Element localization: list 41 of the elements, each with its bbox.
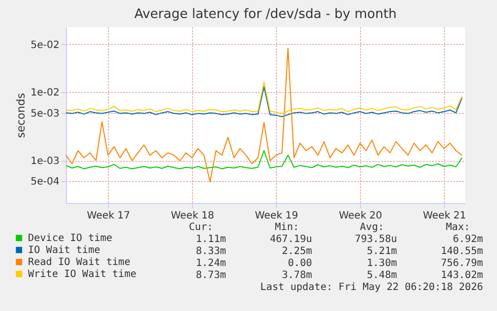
y-axis-title: seconds [14,92,28,138]
text: 143.02m [440,270,483,282]
text: 6.92m [452,234,483,246]
y-tick-label: 5e-02 [30,40,60,51]
line-series [66,82,462,114]
y-tick-label: 1e-02 [30,88,60,99]
x-tick-label: Week 19 [254,210,298,222]
x-tick-label: Week 18 [170,210,214,222]
y-tick-label: 5e-03 [30,108,60,120]
text: 8.33m [196,246,226,258]
y-tick-label: 1e-03 [30,156,60,168]
text: 8.73m [196,270,226,282]
text: Cur: [188,222,213,234]
text: 0.00 [288,258,312,270]
text: 1.24m [196,258,226,270]
text: 140.55m [440,246,483,258]
text: 467.19u [270,234,312,246]
chart-title: Average latency for /dev/sda - by month [134,7,397,22]
text: Last update: Fri May 22 06:20:18 2026 [260,282,483,294]
text: 756.79m [440,258,483,270]
line-series [66,86,462,118]
text: 1.30m [366,258,397,270]
text: Avg: [360,222,384,234]
text: 5.48m [366,270,397,282]
line-series [66,48,462,182]
text: 793.58u [354,234,397,246]
legend-label: Device IO time [28,233,112,244]
text: 1.11m [196,234,226,246]
text: Min: [274,222,299,234]
y-tick-label: 5e-04 [30,176,60,188]
x-tick-label: Week 20 [338,210,382,222]
x-tick-label: Week 17 [86,210,130,222]
text: 3.78m [282,270,312,282]
text: 2.25m [282,246,312,258]
line-series [66,150,462,170]
legend-label: Write IO Wait time [28,269,136,280]
text: Max: [446,222,470,234]
x-tick-label: Week 21 [422,210,466,222]
legend-label: IO Wait time [28,245,100,256]
text: 5.21m [366,246,397,258]
legend-label: Read IO Wait time [28,257,130,268]
